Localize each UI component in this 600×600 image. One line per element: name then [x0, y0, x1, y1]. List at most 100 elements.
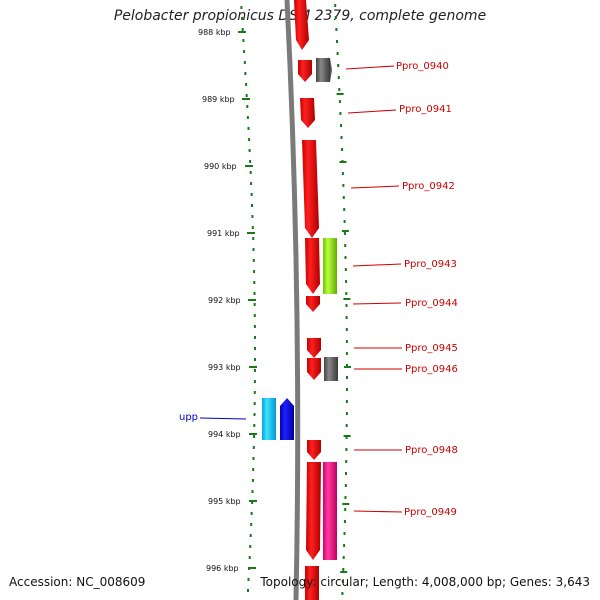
ruler-dot — [245, 83, 248, 86]
ruler-dot — [252, 248, 255, 251]
ruler-dot — [254, 358, 256, 361]
ruler-dot — [243, 50, 246, 53]
ruler-dot — [248, 138, 251, 141]
ruler-dot — [246, 105, 249, 108]
ruler-dot — [252, 457, 255, 460]
tick-label: 989 kbp — [202, 95, 235, 104]
ruler-dot — [345, 412, 348, 415]
ruler-dot — [253, 424, 256, 427]
gene-label-ppro-0941[interactable]: Ppro_0941 — [399, 104, 452, 115]
gene-label-ppro-0944[interactable]: Ppro_0944 — [405, 298, 458, 309]
ruler-dot — [346, 376, 348, 379]
tick-mark — [242, 98, 250, 100]
gene-box-ppro-0946 — [324, 357, 338, 381]
leader-line — [347, 109, 397, 114]
gene-label-ppro-0948[interactable]: Ppro_0948 — [405, 445, 458, 456]
ruler-dot — [345, 352, 348, 355]
ruler-dot — [249, 171, 252, 174]
tick-mark — [249, 500, 257, 502]
gene-label-ppro-0940[interactable]: Ppro_0940 — [396, 61, 449, 72]
ruler-dot — [248, 149, 251, 152]
ruler-dot — [252, 468, 255, 471]
ruler-dot — [251, 479, 254, 482]
gene-label-ppro-0943[interactable]: Ppro_0943 — [404, 259, 457, 270]
ruler-dot — [253, 270, 256, 273]
gene-label-ppro-0946[interactable]: Ppro_0946 — [405, 364, 458, 375]
ruler-dot — [341, 172, 344, 175]
label-leaders — [345, 65, 403, 513]
gene-arrow-ppro-0943-strand — [305, 238, 320, 294]
ruler-dot — [241, 28, 244, 31]
ruler-dot — [253, 303, 256, 306]
ruler-dot — [344, 496, 347, 499]
ruler-dot — [253, 314, 256, 317]
ruler-dot — [341, 592, 344, 595]
gene-arrow-ppro-0940 — [330, 58, 332, 82]
genome-backbone — [284, 0, 301, 600]
leader-line-upp — [199, 417, 247, 420]
gene-arrow-ppro-0940-strand — [298, 60, 312, 82]
ruler-dot — [249, 534, 252, 537]
ruler-dot — [253, 292, 256, 295]
major-ticks — [238, 31, 257, 569]
ruler-dot — [341, 148, 343, 151]
leader-line — [352, 263, 402, 267]
leader-line — [350, 185, 400, 189]
ruler-dash — [339, 161, 347, 163]
ruler-dot — [251, 215, 254, 218]
gene-box-ppro-0943 — [323, 238, 337, 294]
ruler-dot — [344, 244, 347, 247]
ruler-dot — [342, 184, 345, 187]
ruler-dot — [339, 112, 342, 115]
ruler-dot — [249, 545, 252, 548]
ruler-dot — [345, 292, 348, 295]
ruler-dot — [345, 472, 347, 475]
ruler-dot — [247, 127, 250, 130]
gene-arrow-ppro-0944 — [306, 296, 320, 312]
gene-arrow-ppro-0946-strand — [307, 358, 321, 380]
ruler-dot — [335, 28, 338, 31]
gene-label-upp[interactable]: upp — [179, 412, 198, 423]
ruler-dot — [251, 204, 253, 207]
ruler-dash — [343, 298, 351, 300]
ruler-dot — [336, 52, 339, 55]
gene-label-ppro-0949[interactable]: Ppro_0949 — [404, 507, 457, 518]
ruler-dot — [338, 100, 341, 103]
ruler-dot — [253, 391, 256, 394]
tick-mark — [248, 567, 256, 569]
ruler-dot — [345, 304, 348, 307]
ruler-dot — [343, 532, 346, 535]
gene-arrow-ppro-0945 — [307, 338, 321, 358]
ruler-dot — [247, 578, 250, 581]
ruler-dot — [254, 369, 256, 372]
gene-label-ppro-0945[interactable]: Ppro_0945 — [405, 343, 458, 354]
ruler-dot — [343, 232, 346, 235]
ruler-dot — [343, 220, 346, 223]
ruler-dot — [253, 435, 256, 438]
ruler-dot — [254, 336, 256, 339]
gene-label-ppro-0942[interactable]: Ppro_0942 — [402, 181, 455, 192]
ruler-dot — [253, 325, 256, 328]
ruler-dot — [343, 520, 346, 523]
ruler-dot — [250, 182, 253, 185]
ruler-dot — [340, 124, 342, 127]
ruler-dot — [240, 6, 243, 9]
gene-box-ppro-0949 — [323, 462, 337, 560]
ruler-dot — [249, 160, 252, 163]
ruler-dot — [250, 193, 253, 196]
accession-text: Accession: NC_008609 — [9, 575, 146, 589]
ruler-dot — [242, 39, 245, 42]
tick-label: 994 kbp — [208, 430, 241, 439]
tick-mark — [249, 433, 257, 435]
ruler-dot — [345, 436, 348, 439]
ruler-dot — [252, 237, 255, 240]
ruler-dot — [340, 136, 343, 139]
ruler-dot — [252, 259, 255, 262]
leader-line — [353, 510, 403, 513]
gene-arrow-top-partial — [294, 0, 309, 50]
ruler-dot — [345, 460, 348, 463]
ruler-dash — [336, 93, 344, 95]
ruler-dash — [340, 571, 348, 573]
